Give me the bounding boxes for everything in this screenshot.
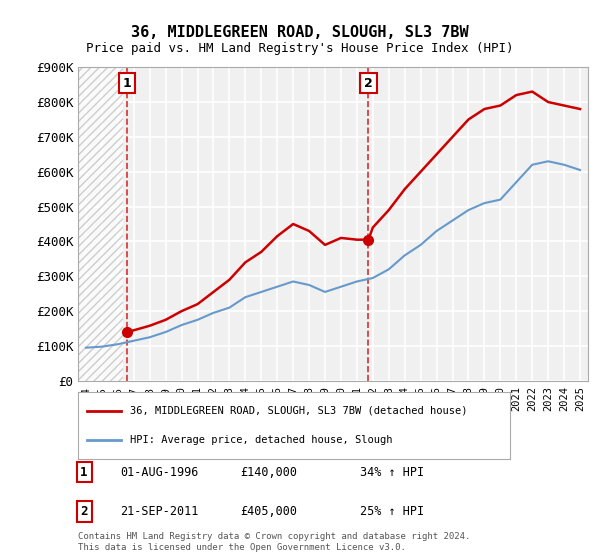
Text: 1: 1 xyxy=(123,77,131,90)
Text: HPI: Average price, detached house, Slough: HPI: Average price, detached house, Slou… xyxy=(130,435,392,445)
Text: 2: 2 xyxy=(80,505,88,518)
Text: £405,000: £405,000 xyxy=(240,505,297,518)
Bar xyxy=(78,67,122,381)
Text: 25% ↑ HPI: 25% ↑ HPI xyxy=(360,505,424,518)
Text: 21-SEP-2011: 21-SEP-2011 xyxy=(120,505,199,518)
Text: 1: 1 xyxy=(80,465,88,479)
Text: 34% ↑ HPI: 34% ↑ HPI xyxy=(360,465,424,479)
Text: Price paid vs. HM Land Registry's House Price Index (HPI): Price paid vs. HM Land Registry's House … xyxy=(86,42,514,55)
Text: 36, MIDDLEGREEN ROAD, SLOUGH, SL3 7BW (detached house): 36, MIDDLEGREEN ROAD, SLOUGH, SL3 7BW (d… xyxy=(130,406,467,416)
Text: 2: 2 xyxy=(364,77,373,90)
Text: Contains HM Land Registry data © Crown copyright and database right 2024.
This d: Contains HM Land Registry data © Crown c… xyxy=(78,532,470,552)
Text: 36, MIDDLEGREEN ROAD, SLOUGH, SL3 7BW: 36, MIDDLEGREEN ROAD, SLOUGH, SL3 7BW xyxy=(131,25,469,40)
Text: 01-AUG-1996: 01-AUG-1996 xyxy=(120,465,199,479)
Text: £140,000: £140,000 xyxy=(240,465,297,479)
